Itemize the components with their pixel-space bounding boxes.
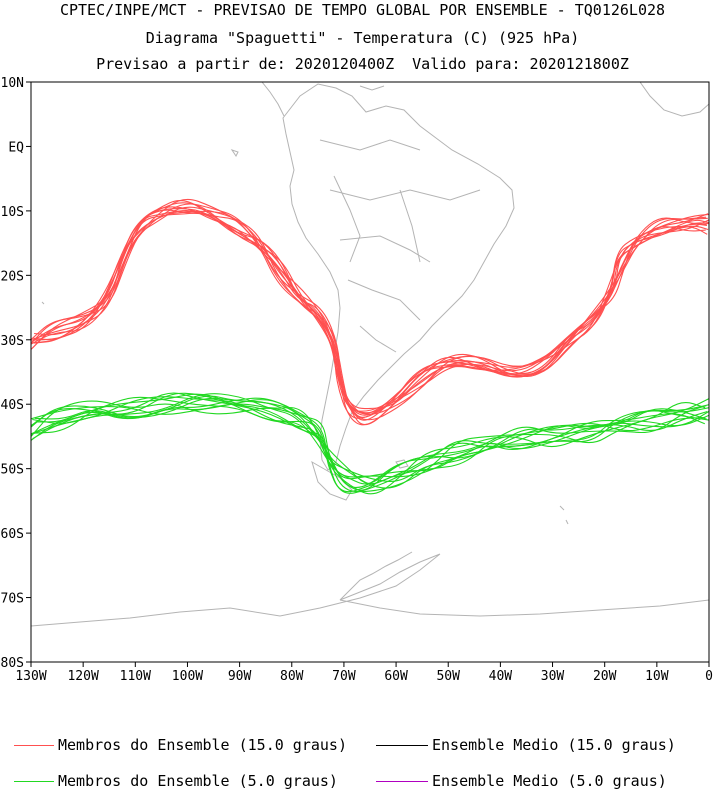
- map-subtitle: Diagrama "Spaguetti" - Temperatura (C) (…: [145, 29, 580, 47]
- antarctica-outline: [31, 553, 709, 627]
- lat-tick-label: 20S: [1, 269, 24, 284]
- legend-label-green-members: Membros do Ensemble (5.0 graus): [58, 772, 338, 790]
- ensemble-members-5c: [31, 392, 709, 495]
- ensemble-contour-line: [31, 396, 707, 489]
- legend-swatch-red-members: [14, 745, 54, 746]
- lon-tick-label: 10W: [645, 669, 669, 684]
- africa-outline: [639, 82, 709, 117]
- lon-tick-label: 0: [705, 669, 713, 684]
- ensemble-contour-line: [31, 210, 709, 412]
- ensemble-members-15c: [31, 198, 709, 426]
- ensemble-contour-line: [31, 398, 709, 493]
- lon-tick-label: 90W: [228, 669, 252, 684]
- lat-tick-label: 50S: [1, 463, 24, 478]
- country-borders: [319, 139, 481, 353]
- legend-swatch-black-mean: [376, 745, 428, 746]
- lat-tick-label: EQ: [8, 140, 24, 155]
- lon-tick-label: 70W: [332, 669, 356, 684]
- central-america-outline: [261, 82, 385, 117]
- lat-tick-label: 70S: [1, 592, 24, 607]
- coastline-layer: [31, 82, 709, 627]
- lon-tick-label: 40W: [489, 669, 513, 684]
- legend-label-purple-mean: Ensemble Medio (5.0 graus): [432, 772, 667, 790]
- ensemble-contour-line: [31, 203, 708, 415]
- ensemble-contour-line: [31, 397, 709, 493]
- lat-tick-label: 30S: [1, 334, 24, 349]
- latitude-axis: 10N EQ 10S 20S 30S 40S 50S 60S 70S 80S: [1, 76, 31, 671]
- map-validity: Previsao a partir de: 2020120400Z Valido…: [96, 55, 629, 73]
- ensemble-contour-line: [31, 399, 709, 494]
- lon-tick-label: 110W: [120, 669, 151, 684]
- ensemble-contour-line: [33, 393, 706, 485]
- lat-tick-label: 80S: [1, 656, 24, 671]
- lon-tick-label: 50W: [436, 669, 460, 684]
- antarctic-peninsula-outline: [339, 551, 413, 601]
- lon-tick-label: 100W: [172, 669, 203, 684]
- lon-tick-label: 80W: [280, 669, 304, 684]
- legend-swatch-purple-mean: [376, 781, 428, 782]
- lon-tick-label: 60W: [384, 669, 408, 684]
- lon-tick-label: 130W: [15, 669, 46, 684]
- small-islands: [41, 149, 569, 525]
- map-frame: [30, 81, 710, 663]
- south-america-outline: [282, 83, 515, 471]
- legend-label-red-members: Membros do Ensemble (15.0 graus): [58, 736, 347, 754]
- tierra-del-fuego-outline: [311, 460, 353, 501]
- ensemble-contour-line: [32, 392, 709, 480]
- lon-tick-label: 20W: [593, 669, 617, 684]
- lat-tick-label: 10S: [1, 205, 24, 220]
- lat-tick-label: 60S: [1, 527, 24, 542]
- lon-tick-label: 30W: [541, 669, 565, 684]
- map-title: CPTEC/INPE/MCT - PREVISAO DE TEMPO GLOBA…: [59, 1, 666, 19]
- lat-tick-label: 10N: [1, 76, 24, 91]
- legend-label-black-mean: Ensemble Medio (15.0 graus): [432, 736, 676, 754]
- legend-swatch-green-members: [14, 781, 54, 782]
- ensemble-contour-line: [32, 212, 709, 415]
- lat-tick-label: 40S: [1, 398, 24, 413]
- lon-tick-label: 120W: [67, 669, 98, 684]
- longitude-axis: 130W 120W 110W 100W 90W 80W 70W 60W 50W 40W 30W 20W…: [15, 662, 713, 684]
- ensemble-contour-line: [34, 397, 707, 491]
